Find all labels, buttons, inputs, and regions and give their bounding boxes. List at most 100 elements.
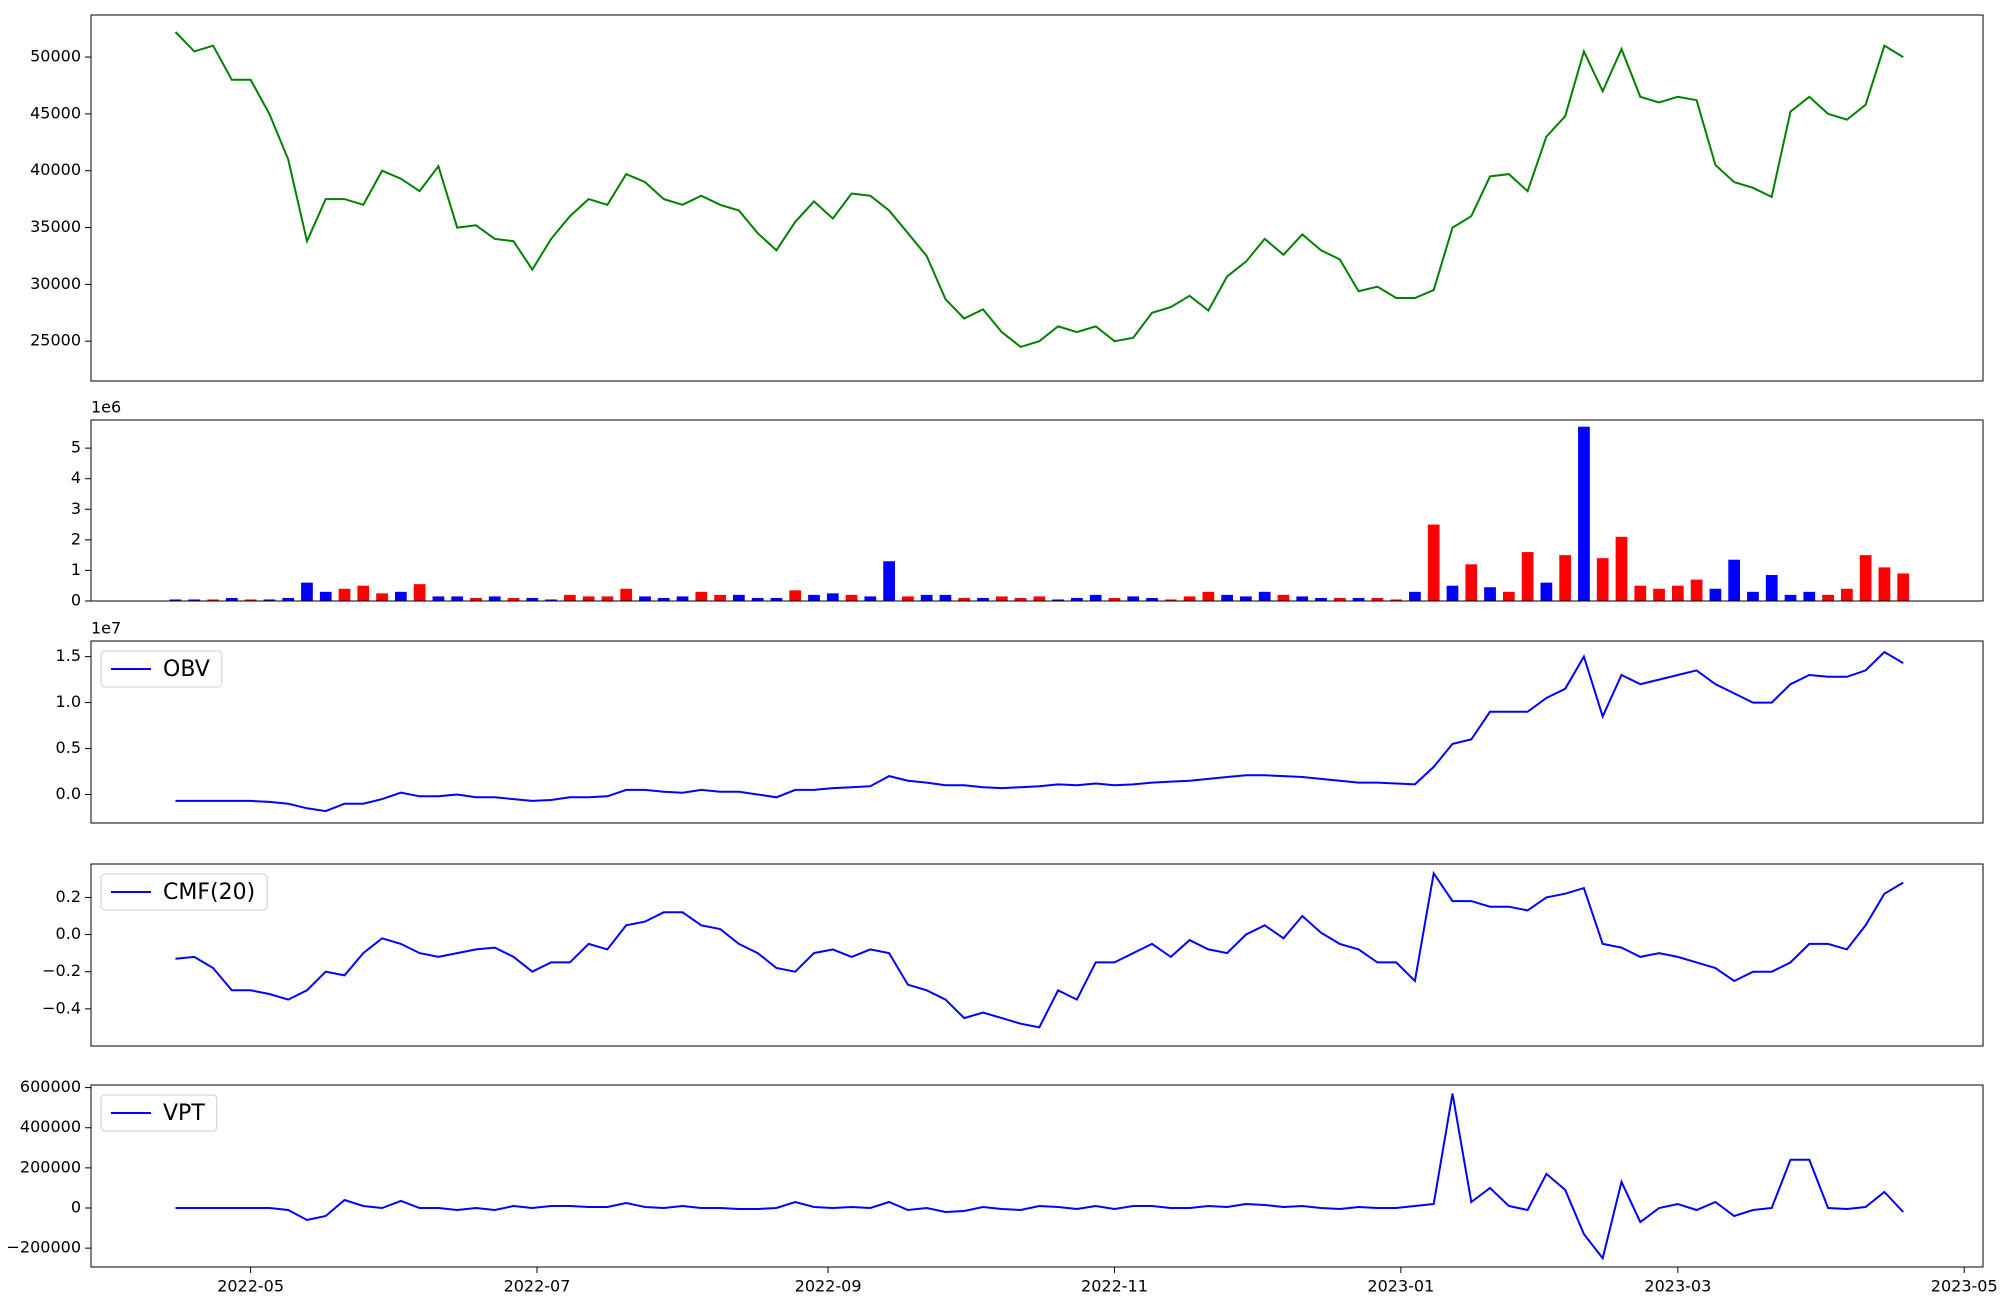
bar <box>1596 558 1609 601</box>
bar <box>770 597 783 601</box>
y-tick-label: 5 <box>71 438 81 457</box>
bar <box>902 596 914 601</box>
bar <box>1747 591 1759 601</box>
bar <box>995 596 1008 601</box>
bar <box>714 594 726 601</box>
bar <box>188 599 201 601</box>
bar <box>1559 555 1572 601</box>
bar <box>1859 555 1872 601</box>
bar <box>1728 559 1741 601</box>
axes-frame <box>90 1084 1984 1268</box>
y-tick-label: 0 <box>71 591 81 610</box>
line <box>175 870 1904 1029</box>
bar <box>1108 597 1121 601</box>
bar <box>1221 594 1234 601</box>
bar <box>695 591 708 601</box>
line <box>175 1093 1904 1261</box>
x-tick-label: 2023-01 <box>1367 1277 1434 1296</box>
bar <box>1897 573 1910 601</box>
bar <box>338 588 351 601</box>
bar <box>920 594 933 601</box>
bar <box>1784 594 1797 601</box>
bar <box>545 599 557 601</box>
bar <box>301 582 313 601</box>
bar <box>751 597 764 601</box>
y-tick-label: 40000 <box>30 160 81 179</box>
x-tick-label: 2023-05 <box>1931 1277 1998 1296</box>
bar <box>394 591 407 601</box>
y-tick-label: 0.0 <box>56 924 81 943</box>
legend-label: OBV <box>163 657 210 682</box>
y-tick-label: 45000 <box>30 103 81 122</box>
x-tick-label: 2023-03 <box>1644 1277 1711 1296</box>
bar <box>1653 588 1665 601</box>
bar <box>1333 597 1346 601</box>
y-tick-label: 1.0 <box>56 692 81 711</box>
bar <box>451 596 464 601</box>
bar <box>1465 564 1478 601</box>
legend-label: CMF(20) <box>163 880 255 905</box>
bar <box>1202 591 1215 601</box>
bar <box>1502 591 1515 601</box>
bar <box>357 585 370 601</box>
line <box>174 31 1904 349</box>
x-tick-label: 2022-07 <box>504 1277 571 1296</box>
bar <box>1033 596 1046 601</box>
y-tick-label: 1 <box>71 560 81 579</box>
y-tick-label: 0.2 <box>56 887 81 906</box>
axes-frame <box>90 14 1984 382</box>
bar <box>432 596 445 601</box>
bar <box>319 591 332 601</box>
y-offset-label: 1e7 <box>91 619 121 638</box>
bar <box>657 597 670 601</box>
y-offset-label: 1e6 <box>91 398 121 417</box>
bar <box>1127 596 1140 601</box>
y-tick-label: 400000 <box>20 1117 81 1136</box>
bar <box>1146 597 1158 601</box>
bar <box>1390 599 1403 601</box>
bar <box>582 596 595 601</box>
bar <box>1164 599 1177 601</box>
bar <box>1071 597 1083 601</box>
axes-frame <box>90 640 1984 824</box>
y-tick-label: 200000 <box>20 1157 81 1176</box>
bar <box>1315 597 1327 601</box>
legend-box <box>100 1094 218 1132</box>
y-tick-label: −0.4 <box>42 998 81 1017</box>
y-tick-label: 2 <box>71 529 81 548</box>
x-tick-label: 2022-05 <box>217 1277 284 1296</box>
bar <box>1014 597 1027 601</box>
bar <box>1690 579 1703 601</box>
bar <box>376 593 388 601</box>
y-tick-label: −200000 <box>7 1238 81 1257</box>
bar <box>1634 585 1647 601</box>
line <box>175 650 1904 813</box>
bar <box>470 597 482 601</box>
y-tick-label: 3 <box>71 499 81 518</box>
bar <box>225 597 238 601</box>
bar <box>1671 585 1684 601</box>
x-tick-label: 2022-09 <box>795 1277 862 1296</box>
bar <box>1540 582 1553 601</box>
bar <box>282 597 295 601</box>
bar <box>808 594 820 601</box>
legend-label: VPT <box>163 1101 205 1126</box>
bar <box>244 599 257 601</box>
bar <box>1352 597 1365 601</box>
bar <box>1446 585 1459 601</box>
bar <box>1765 575 1778 601</box>
y-tick-label: 4 <box>71 468 81 487</box>
bar <box>601 596 614 601</box>
bar <box>1427 524 1440 601</box>
bar <box>1709 588 1722 601</box>
bar <box>1258 591 1271 601</box>
bar <box>1822 594 1834 601</box>
y-tick-label: 0.5 <box>56 738 81 757</box>
y-tick-label: −0.2 <box>42 961 81 980</box>
y-tick-label: 600000 <box>20 1077 81 1096</box>
bar <box>207 599 219 601</box>
axes-frame <box>90 419 1984 602</box>
bar <box>1615 536 1628 601</box>
bar <box>263 599 276 601</box>
